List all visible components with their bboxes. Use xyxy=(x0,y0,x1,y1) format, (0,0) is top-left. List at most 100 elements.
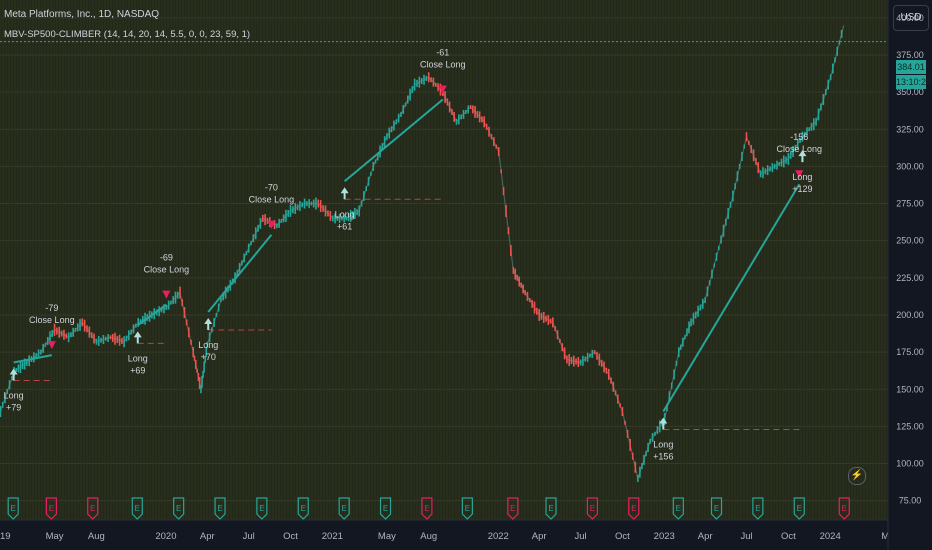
earnings-marker xyxy=(7,497,19,520)
x-tick-label: Jul xyxy=(243,531,255,542)
entry-label: Long xyxy=(792,172,812,182)
entry-profit-label: +79 xyxy=(6,403,21,413)
y-tick-label: 125.00 xyxy=(896,421,924,431)
x-tick-label: May xyxy=(378,531,396,542)
earnings-marker-label: E xyxy=(11,504,16,513)
earnings-marker xyxy=(379,497,392,520)
x-tick-label: 2021 xyxy=(322,531,343,542)
exit-marker xyxy=(162,290,171,299)
entry-arrow xyxy=(798,150,807,163)
x-tick-label: Oct xyxy=(615,531,630,542)
earnings-marker xyxy=(256,497,268,520)
y-tick-label: 100.00 xyxy=(896,459,924,469)
earnings-marker xyxy=(672,497,684,520)
earnings-marker xyxy=(87,497,99,520)
x-tick-label: Jul xyxy=(740,531,752,542)
earnings-marker-label: E xyxy=(135,504,140,513)
entry-profit-label: +156 xyxy=(653,452,673,462)
earnings-marker xyxy=(461,497,473,520)
earnings-marker-label: E xyxy=(259,504,264,513)
y-tick-label: 350.00 xyxy=(896,87,924,97)
x-tick-label: Apr xyxy=(698,531,713,542)
last-price-badge: 384.01 xyxy=(896,60,926,74)
y-tick-label: 150.00 xyxy=(896,384,924,394)
entry-arrow xyxy=(133,331,142,344)
x-tick-label: Aug xyxy=(420,531,437,542)
trade-line xyxy=(137,303,167,327)
exit-marker xyxy=(438,85,447,94)
countdown-badge: 13:10:28 xyxy=(896,75,932,89)
x-tick-label: 2022 xyxy=(488,531,509,542)
exit-profit-label: -79 xyxy=(45,303,58,313)
earnings-marker-label: E xyxy=(49,504,54,513)
trade-line xyxy=(343,98,444,183)
earnings-marker-label: E xyxy=(301,504,306,513)
earnings-marker-label: E xyxy=(341,504,346,513)
entry-label: Long xyxy=(335,209,355,219)
x-tick-label: Jul xyxy=(574,531,586,542)
entry-profit-label: +69 xyxy=(130,365,145,375)
y-tick-label: 175.00 xyxy=(896,347,924,357)
y-tick-label: 375.00 xyxy=(896,50,924,60)
earnings-marker xyxy=(793,497,805,520)
entry-label: Long xyxy=(4,391,24,401)
entry-arrow xyxy=(9,368,18,381)
symbol-title[interactable]: Meta Platforms, Inc., 1D, NASDAQ xyxy=(4,9,160,20)
bar-stripes xyxy=(0,0,886,520)
x-tick-label: Apr xyxy=(532,531,547,542)
earnings-marker-label: E xyxy=(590,504,595,513)
lightning-icon[interactable]: ⚡ xyxy=(848,467,866,485)
entry-profit-label: +129 xyxy=(792,184,812,194)
earnings-marker-label: E xyxy=(714,504,719,513)
earnings-marker xyxy=(507,497,519,520)
x-tick-label: May xyxy=(46,531,64,542)
exit-label: Close Long xyxy=(144,265,190,275)
trade-line xyxy=(662,183,801,413)
earnings-marker xyxy=(131,497,143,520)
x-tick-label: Apr xyxy=(200,531,215,542)
earnings-marker xyxy=(752,497,764,520)
entry-label: Long xyxy=(198,340,218,350)
y-tick-label: 275.00 xyxy=(896,199,924,209)
earnings-marker-label: E xyxy=(676,504,681,513)
earnings-marker-label: E xyxy=(465,504,470,513)
x-tick-label: M xyxy=(881,531,889,542)
y-tick-label: 300.00 xyxy=(896,161,924,171)
y-tick-label: 250.00 xyxy=(896,236,924,246)
earnings-marker-label: E xyxy=(424,504,429,513)
earnings-marker xyxy=(338,497,350,520)
exit-marker xyxy=(47,341,56,350)
earnings-marker-label: E xyxy=(383,504,388,513)
trade-line xyxy=(207,234,273,313)
exit-profit-label: -69 xyxy=(160,253,173,263)
earnings-marker-label: E xyxy=(755,504,760,513)
earnings-marker-label: E xyxy=(510,504,515,513)
entry-profit-label: +70 xyxy=(201,352,216,362)
x-tick-label: Aug xyxy=(88,531,105,542)
trade-line xyxy=(13,354,53,364)
earnings-marker xyxy=(45,497,57,520)
earnings-marker xyxy=(838,497,850,520)
exit-marker xyxy=(267,220,276,229)
exit-label: Close Long xyxy=(249,195,295,205)
earnings-marker-label: E xyxy=(797,504,802,513)
earnings-marker xyxy=(545,497,557,520)
currency-button[interactable]: USD xyxy=(893,5,929,31)
earnings-marker xyxy=(421,497,433,520)
exit-profit-label: -156 xyxy=(790,132,808,142)
earnings-marker xyxy=(628,497,640,520)
earnings-marker xyxy=(710,497,723,520)
earnings-marker-label: E xyxy=(548,504,553,513)
x-tick-label: 2019 xyxy=(0,531,11,542)
indicator-title[interactable]: MBV-SP500-CLIMBER (14, 14, 20, 14, 5.5, … xyxy=(4,29,251,40)
earnings-marker xyxy=(173,497,185,520)
earnings-marker-label: E xyxy=(90,504,95,513)
entry-arrow xyxy=(659,417,668,430)
exit-marker xyxy=(795,170,804,179)
exit-label: Close Long xyxy=(420,60,466,70)
x-tick-label: 2020 xyxy=(155,531,176,542)
y-tick-label: 325.00 xyxy=(896,124,924,134)
entry-label: Long xyxy=(128,353,148,363)
